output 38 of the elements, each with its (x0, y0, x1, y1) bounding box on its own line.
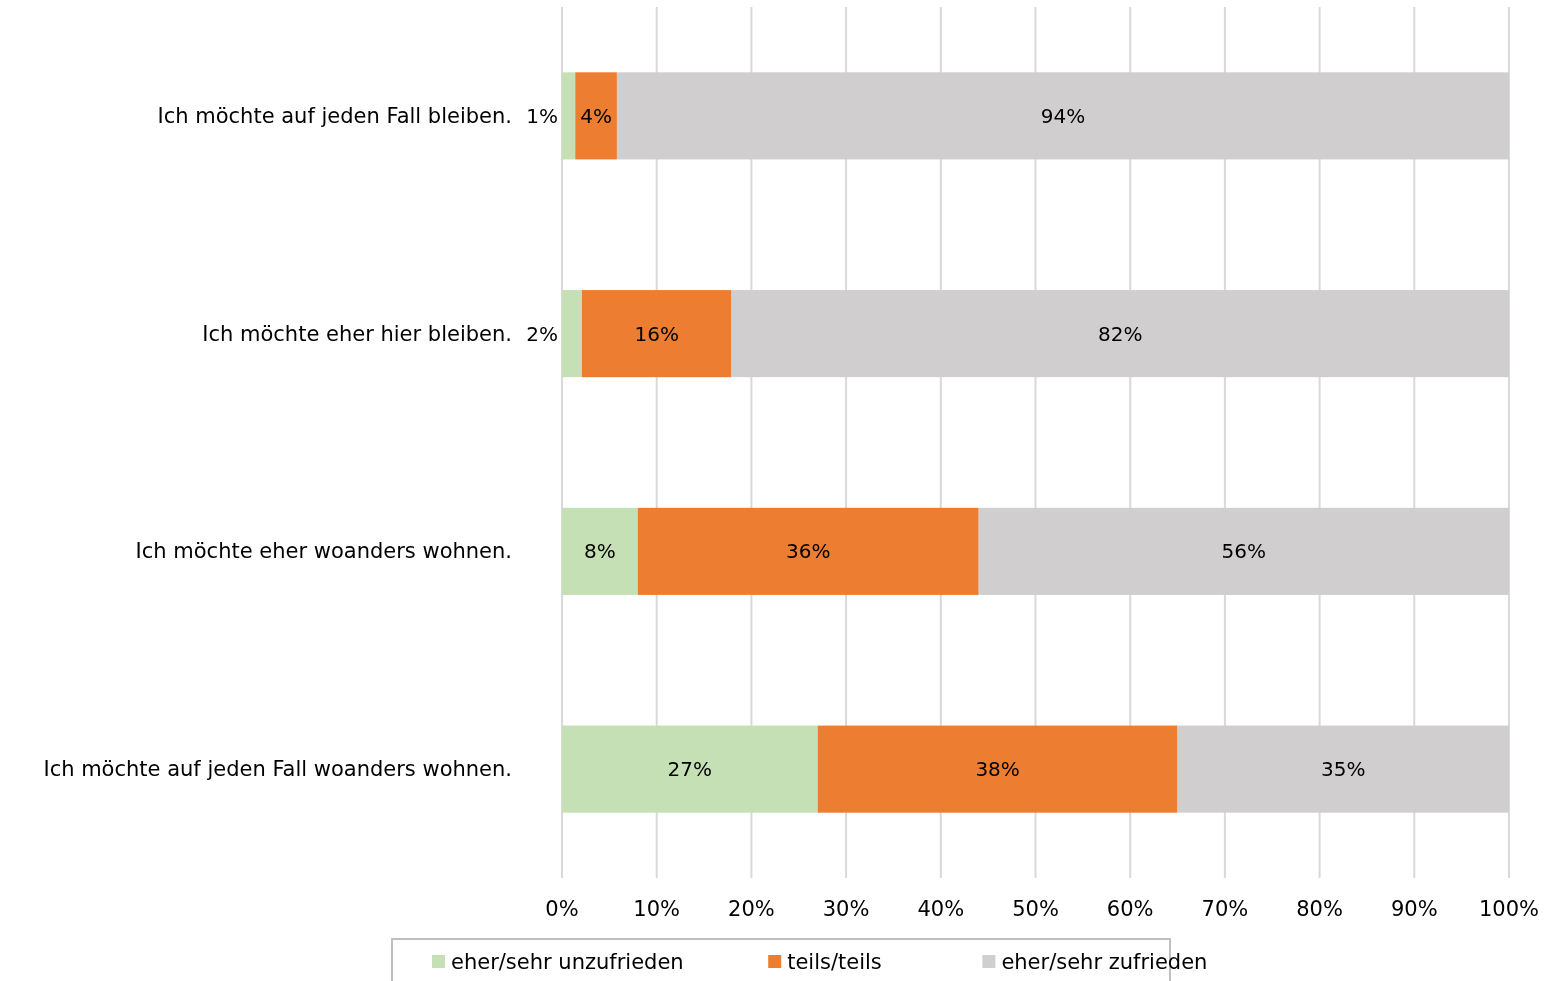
bar (817, 725, 1178, 813)
x-tick-label: 90% (1390, 897, 1438, 921)
legend-label: eher/sehr zufrieden (1001, 950, 1208, 974)
data-label: 56% (1221, 539, 1267, 564)
legend-label: eher/sehr unzufrieden (451, 950, 684, 974)
data-label: 4% (580, 103, 612, 128)
bar (562, 290, 582, 378)
bar (562, 72, 576, 160)
x-tick-label: 10% (633, 897, 681, 921)
data-label: 27% (667, 757, 713, 782)
x-tick-label: 100% (1478, 897, 1540, 921)
data-label: 82% (1098, 321, 1143, 346)
x-tick-label: 50% (1012, 897, 1059, 921)
x-tick-label: 70% (1201, 897, 1249, 921)
y-tick-label: Ich möchte eher woanders wohnen. (135, 539, 512, 564)
bar (637, 507, 979, 595)
data-label: 36% (785, 539, 831, 564)
data-label: 2% (526, 321, 558, 346)
x-tick-label: 30% (822, 897, 870, 921)
data-label: 1% (526, 103, 558, 128)
data-label: 94% (1040, 103, 1086, 128)
data-label: 35% (1321, 757, 1366, 782)
y-tick-label: Ich möchte eher hier bleiben. (202, 321, 512, 346)
data-label: 8% (584, 539, 616, 564)
x-tick-label: 0% (545, 897, 579, 921)
bar (581, 290, 732, 378)
bar (562, 725, 818, 813)
x-tick-label: 40% (917, 897, 965, 921)
x-tick-label: 60% (1106, 897, 1154, 921)
data-label: 38% (975, 757, 1020, 782)
x-tick-label: 20% (728, 897, 775, 921)
y-tick-label: Ich möchte auf jeden Fall bleiben. (157, 103, 512, 128)
data-label: 16% (634, 321, 679, 346)
y-tick-label: Ich möchte auf jeden Fall woanders wohnen. (43, 757, 512, 782)
bar (562, 507, 638, 595)
legend-label: teils/teils (787, 950, 882, 974)
bar (575, 72, 617, 160)
x-tick-label: 80% (1296, 897, 1343, 921)
